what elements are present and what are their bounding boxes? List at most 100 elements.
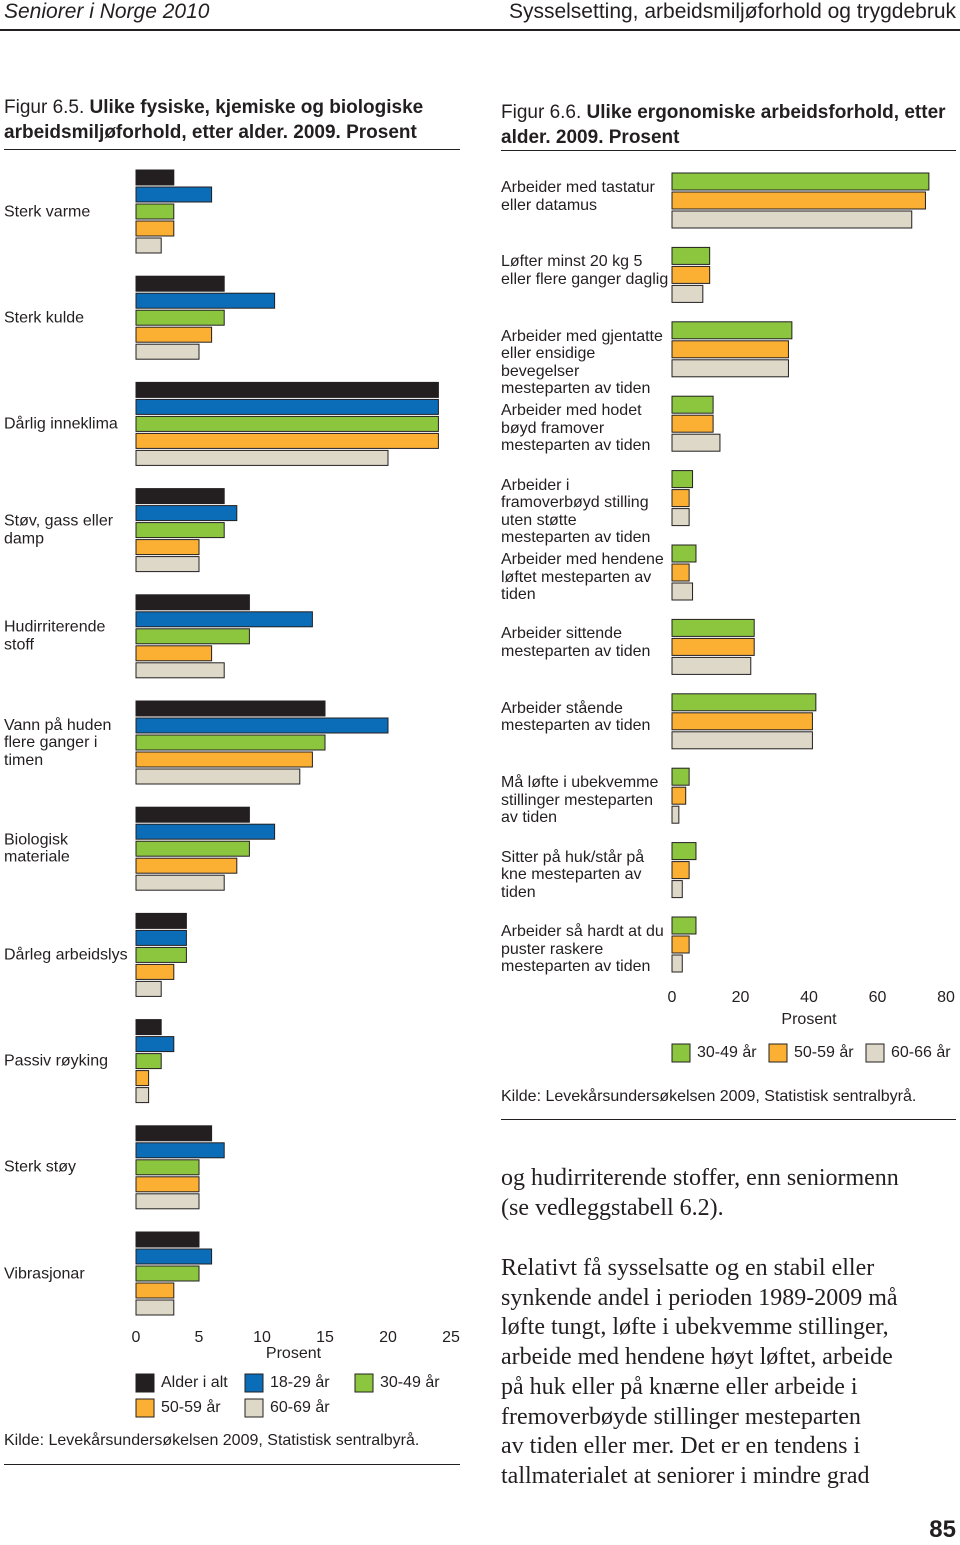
- body-line: arbeide med hendene høyt løftet, arbeide: [501, 1344, 893, 1371]
- bar: [135, 1193, 200, 1210]
- bar: [671, 935, 690, 954]
- bar: [135, 1142, 225, 1159]
- rule: [501, 1119, 956, 1120]
- bar: [135, 717, 389, 734]
- bar: [135, 980, 162, 997]
- figure-label: Figur 6.5.: [4, 97, 85, 118]
- bar: [671, 544, 697, 563]
- bar: [135, 1019, 162, 1036]
- bar: [135, 1087, 150, 1104]
- body-line: løfte tungt, løfte i ubekvemme stillinge…: [501, 1314, 889, 1341]
- legend-swatch: [768, 1043, 788, 1063]
- bar: [135, 203, 175, 220]
- bar: [671, 265, 711, 284]
- bar: [671, 712, 813, 731]
- bar: [135, 556, 200, 573]
- category-label: Arbeider i framoverbøyd stilling uten st…: [501, 476, 651, 547]
- legend-swatch: [865, 1043, 885, 1063]
- bar: [135, 594, 250, 611]
- category-label: Arbeider med hodet bøyd framover mestepa…: [501, 402, 651, 455]
- category-label: Biologisk materiale: [4, 831, 70, 866]
- bar: [135, 611, 313, 628]
- category-label: Arbeider sittende mesteparten av tiden: [501, 625, 651, 660]
- x-axis-label: Prosent: [266, 1345, 322, 1362]
- bar: [671, 433, 721, 452]
- bar: [135, 645, 213, 662]
- source: Kilde: Levekårsundersøkelsen 2009, Stati…: [4, 1432, 420, 1449]
- bar: [135, 823, 276, 840]
- x-tick-label: 20: [732, 989, 750, 1006]
- bar: [671, 954, 683, 973]
- bar: [135, 343, 200, 360]
- bar: [135, 237, 162, 254]
- legend-label: Alder i alt: [161, 1374, 228, 1391]
- bar: [135, 381, 439, 398]
- bar: [135, 929, 187, 946]
- bar: [671, 563, 690, 582]
- x-tick-label: 0: [668, 989, 677, 1006]
- bar: [135, 1265, 200, 1282]
- body-line: synkende andel i perioden 1989-2009 må: [501, 1284, 898, 1311]
- figure-label: Figur 6.6.: [501, 102, 582, 123]
- x-tick-label: 25: [442, 1329, 460, 1346]
- legend-label: 50-59 år: [161, 1398, 221, 1416]
- category-label: Dårlig inneklima: [4, 415, 118, 433]
- x-tick-label: 15: [316, 1329, 334, 1346]
- bar: [135, 292, 276, 309]
- bar: [671, 359, 789, 378]
- bar: [135, 505, 238, 522]
- category-label: Løfter minst 20 kg 5 eller flere ganger …: [501, 253, 669, 288]
- bar: [671, 618, 755, 637]
- bar: [671, 414, 714, 433]
- bar: [135, 415, 439, 432]
- category-label: Sterk støy: [4, 1158, 77, 1176]
- rule: [501, 150, 956, 151]
- bar: [671, 395, 714, 414]
- bar: [135, 309, 225, 326]
- bar: [135, 220, 175, 237]
- category-label: Hudirriterende stoff: [4, 618, 106, 654]
- body-line: og hudirriterende stoffer, enn seniormen…: [501, 1165, 899, 1191]
- bar: [671, 172, 930, 191]
- bar: [135, 963, 175, 980]
- body-line: fremoverbøyde stillinger mesteparten: [501, 1403, 861, 1430]
- category-label: Må løfte i ubekvemme stillinger mestepar…: [501, 774, 659, 827]
- header-right: Sysselsetting, arbeidsmiljøforhold og tr…: [508, 0, 956, 23]
- x-tick-label: 0: [132, 1329, 141, 1346]
- bar: [671, 842, 697, 861]
- category-label: Arbeider så hardt at du puster raskere m…: [501, 923, 664, 975]
- x-tick-label: 5: [195, 1329, 204, 1346]
- bar: [135, 1282, 175, 1299]
- category-label: Sterk kulde: [4, 308, 85, 326]
- bar: [671, 656, 752, 675]
- bar: [135, 806, 250, 823]
- bar: [135, 628, 250, 645]
- bar: [135, 169, 175, 186]
- title-text: Ulike fysiske, kjemiske og biologiske ar…: [4, 97, 424, 143]
- x-tick-label: 10: [253, 1329, 271, 1346]
- legend-swatch: [244, 1373, 264, 1393]
- title-text: Ulike ergonomiske arbeidsforhold, etter …: [501, 102, 946, 148]
- bar: [135, 840, 250, 857]
- legend-label: 30-49 år: [697, 1043, 757, 1061]
- legend-swatch: [354, 1373, 374, 1393]
- bar: [671, 470, 694, 489]
- bar: [135, 1231, 200, 1248]
- legend-swatch: [244, 1398, 264, 1418]
- legend-swatch: [135, 1373, 155, 1393]
- bar: [671, 731, 813, 750]
- source: Kilde: Levekårsundersøkelsen 2009, Stati…: [501, 1088, 917, 1105]
- bar: [671, 210, 913, 229]
- bar: [671, 321, 793, 340]
- bar: [135, 432, 439, 449]
- bar: [671, 693, 817, 712]
- category-label: Sitter på huk/står på kne mesteparten av…: [501, 848, 645, 901]
- category-label: Arbeider med tastatur eller datamus: [501, 179, 655, 214]
- bar: [135, 1299, 175, 1316]
- bar: [135, 539, 200, 556]
- category-label: Sterk varme: [4, 202, 91, 220]
- bar: [135, 700, 326, 717]
- legend-label: 60-69 år: [270, 1398, 330, 1416]
